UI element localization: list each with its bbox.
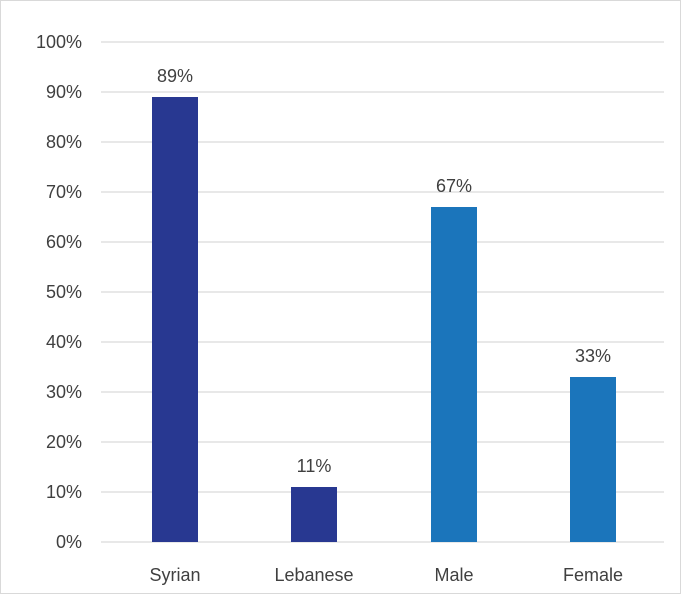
y-tick-label: 30%	[46, 382, 82, 402]
data-labels: 89% 11% 67% 33%	[157, 66, 611, 476]
y-tick-label: 10%	[46, 482, 82, 502]
y-tick-label: 90%	[46, 82, 82, 102]
data-label: 67%	[436, 176, 472, 196]
y-tick-label: 0%	[56, 532, 82, 552]
bar-lebanese	[291, 487, 337, 542]
bar-female	[570, 377, 616, 542]
y-tick-label: 60%	[46, 232, 82, 252]
bar-male	[431, 207, 477, 542]
bar-syrian	[152, 97, 198, 542]
x-axis-category-labels: Syrian Lebanese Male Female	[149, 565, 623, 585]
x-category-label: Lebanese	[274, 565, 353, 585]
data-label: 89%	[157, 66, 193, 86]
y-tick-label: 80%	[46, 132, 82, 152]
x-category-label: Male	[434, 565, 473, 585]
y-tick-label: 20%	[46, 432, 82, 452]
y-axis-tick-labels: 0% 10% 20% 30% 40% 50% 60% 70% 80% 90% 100%	[36, 32, 82, 552]
y-tick-label: 100%	[36, 32, 82, 52]
x-category-label: Syrian	[149, 565, 200, 585]
bars	[152, 97, 616, 542]
x-category-label: Female	[563, 565, 623, 585]
y-tick-label: 70%	[46, 182, 82, 202]
data-label: 33%	[575, 346, 611, 366]
y-tick-label: 50%	[46, 282, 82, 302]
data-label: 11%	[297, 456, 332, 476]
y-tick-label: 40%	[46, 332, 82, 352]
